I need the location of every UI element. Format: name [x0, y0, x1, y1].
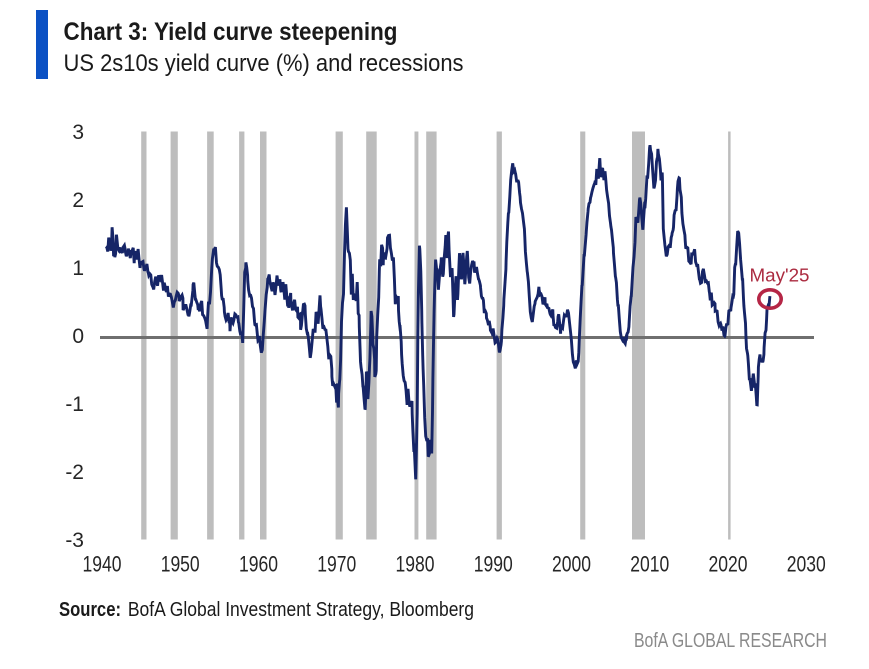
svg-text:2030: 2030 [787, 552, 826, 577]
svg-text:0: 0 [72, 325, 84, 348]
svg-text:BofA GLOBAL RESEARCH: BofA GLOBAL RESEARCH [634, 630, 827, 652]
svg-text:1940: 1940 [83, 552, 122, 577]
svg-text:-2: -2 [65, 461, 84, 484]
svg-text:1: 1 [72, 257, 84, 280]
svg-text:May'25: May'25 [750, 266, 810, 286]
svg-text:1980: 1980 [396, 552, 435, 577]
svg-text:1950: 1950 [161, 552, 200, 577]
svg-text:1960: 1960 [239, 552, 278, 577]
svg-text:-3: -3 [65, 529, 84, 552]
svg-text:Source: BofA Global Investment: Source: BofA Global Investment Strategy,… [59, 599, 474, 621]
svg-text:Chart 3: Yield curve steepenin: Chart 3: Yield curve steepening [64, 18, 398, 46]
svg-text:2020: 2020 [709, 552, 748, 577]
svg-text:2010: 2010 [630, 552, 669, 577]
svg-text:1970: 1970 [317, 552, 356, 577]
svg-text:3: 3 [72, 121, 84, 144]
svg-text:US 2s10s yield curve (%) and r: US 2s10s yield curve (%) and recessions [64, 50, 464, 77]
svg-text:2: 2 [72, 189, 84, 212]
svg-text:2000: 2000 [552, 552, 591, 577]
svg-text:-1: -1 [65, 393, 84, 416]
svg-text:1990: 1990 [474, 552, 513, 577]
